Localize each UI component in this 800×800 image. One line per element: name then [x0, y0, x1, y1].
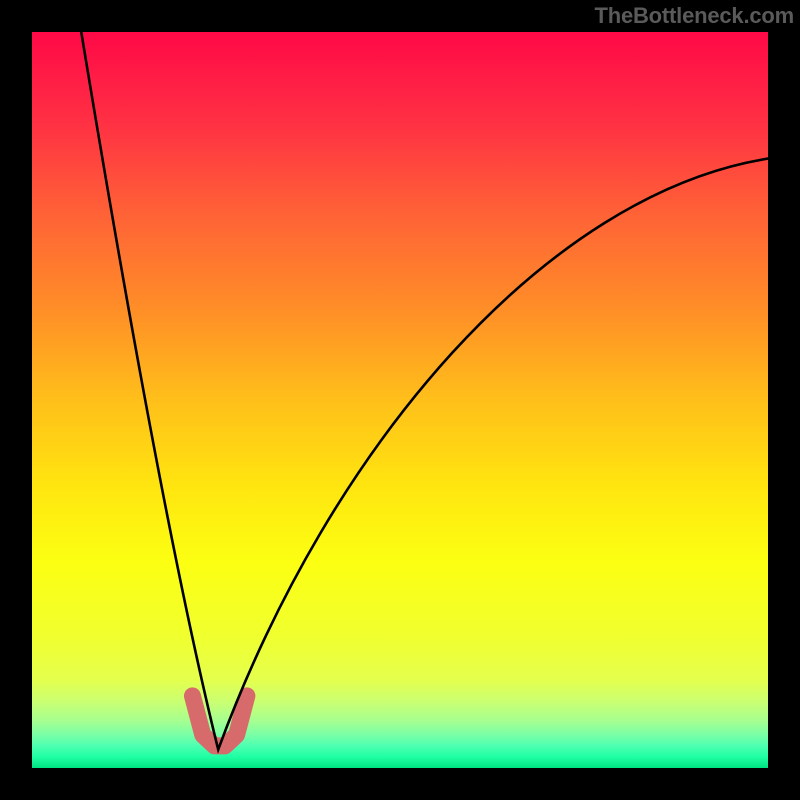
chart-container: TheBottleneck.com	[0, 0, 800, 800]
plot-area	[32, 32, 768, 768]
trough-highlight	[192, 696, 246, 746]
bottleneck-curve	[78, 32, 768, 750]
curve-layer	[32, 32, 768, 768]
watermark-text: TheBottleneck.com	[594, 3, 794, 29]
